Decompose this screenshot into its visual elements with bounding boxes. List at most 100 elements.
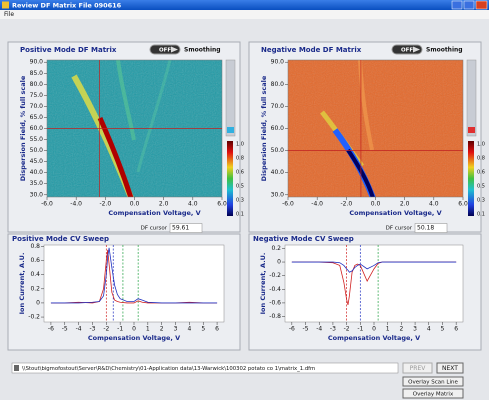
overlay-scan-button[interactable] bbox=[402, 376, 464, 387]
x-tick-label: 4 bbox=[427, 326, 431, 333]
x-tick-label: -1 bbox=[357, 326, 363, 333]
x-tick-label: -1 bbox=[117, 326, 123, 333]
x-axis-label: Compensation Voltage, V bbox=[88, 334, 180, 342]
x-tick-label: 2 bbox=[399, 326, 403, 333]
x-tick-label: -5 bbox=[62, 326, 68, 333]
x-tick-label: 3 bbox=[413, 326, 417, 333]
y-tick-label: 0 bbox=[277, 259, 281, 266]
y-tick-label: -0.8 bbox=[269, 313, 281, 320]
x-tick-label: -6 bbox=[48, 326, 54, 333]
prev-label: PREV bbox=[410, 365, 427, 372]
y-tick-label: 0.8 bbox=[30, 243, 40, 250]
overlay-matrix-label: Overlay Matrix bbox=[413, 391, 454, 397]
next-button[interactable] bbox=[436, 362, 464, 374]
minimize-button[interactable] bbox=[451, 0, 463, 10]
y-tick-label: 0.6 bbox=[30, 257, 40, 264]
y-tick-label: -0.2 bbox=[28, 314, 40, 321]
x-tick-label: 1 bbox=[386, 326, 390, 333]
slider-thumb[interactable] bbox=[468, 127, 475, 133]
x-tick-label: 0 bbox=[132, 326, 136, 333]
close-button[interactable] bbox=[475, 0, 488, 10]
y-tick-label: 30.0 bbox=[271, 191, 285, 198]
x-tick-label: -6 bbox=[289, 326, 295, 333]
y-tick-label: 70.0 bbox=[30, 103, 44, 110]
toggle-arrow bbox=[413, 46, 420, 53]
panel-title: Positive Mode CV Sweep bbox=[12, 235, 109, 243]
y-tick-label: 80.0 bbox=[271, 81, 285, 88]
x-tick-label: -2 bbox=[103, 326, 109, 333]
y-tick-label: 70.0 bbox=[271, 103, 285, 110]
toggle-arrow bbox=[171, 46, 178, 53]
x-tick-label: 0.0 bbox=[130, 201, 140, 208]
color-scale-label: 1.0 bbox=[236, 142, 244, 148]
y-tick-label: -0.2 bbox=[269, 272, 281, 279]
color-scale-label: 0.6 bbox=[236, 170, 244, 176]
plot-area bbox=[43, 244, 225, 323]
x-tick-label: 2 bbox=[160, 326, 164, 333]
color-scale-label: 0.3 bbox=[236, 198, 244, 204]
color-scale-label: 0.6 bbox=[477, 170, 485, 176]
y-tick-label: 30.0 bbox=[30, 191, 44, 198]
x-tick-label: 0 bbox=[372, 326, 376, 333]
y-tick-label: 50.0 bbox=[30, 147, 44, 154]
y-axis-label: Dispersion Field, % full scale bbox=[19, 75, 27, 181]
color-scale-label: 0.1 bbox=[477, 212, 485, 218]
x-tick-label: 5 bbox=[441, 326, 445, 333]
x-tick-label: 1 bbox=[146, 326, 150, 333]
color-scale bbox=[468, 141, 474, 216]
slider[interactable] bbox=[225, 59, 236, 137]
y-axis-label: Ion Current, A.U. bbox=[18, 253, 26, 315]
file-path: \\Stout\bigmofostout\Server\R&D\Chemistr… bbox=[22, 366, 315, 372]
x-axis-label: Compensation Voltage, V bbox=[328, 334, 420, 342]
window-title: Review DF Matrix File 090616 bbox=[12, 2, 122, 10]
y-tick-label: 85.0 bbox=[30, 70, 44, 77]
x-tick-label: -6.0 bbox=[41, 201, 53, 208]
y-tick-label: 60.0 bbox=[271, 125, 285, 132]
sweep-line bbox=[50, 247, 218, 304]
path-field[interactable] bbox=[11, 362, 399, 374]
color-scale-label: 0.1 bbox=[236, 212, 244, 218]
y-axis-label: Ion Current, A.U. bbox=[259, 253, 267, 315]
x-tick-label: 6 bbox=[454, 326, 458, 333]
path-icon bbox=[14, 365, 19, 371]
x-axis-label: Compensation Voltage, V bbox=[349, 209, 441, 217]
color-scale-label: 0.8 bbox=[477, 156, 485, 162]
x-tick-label: -4 bbox=[76, 326, 82, 333]
overlay-matrix-button[interactable] bbox=[402, 388, 464, 399]
title-bar bbox=[0, 0, 489, 10]
overlay-scan-label: Overlay Scan Line bbox=[408, 379, 458, 385]
y-tick-label: 90.0 bbox=[30, 59, 44, 66]
toggle-label: Smoothing bbox=[184, 47, 221, 54]
x-tick-label: 6 bbox=[215, 326, 219, 333]
y-tick-label: 80.0 bbox=[30, 81, 44, 88]
color-scale-label: 1.0 bbox=[477, 142, 485, 148]
x-tick-label: -6.0 bbox=[282, 201, 294, 208]
prev-button[interactable] bbox=[402, 362, 433, 374]
x-tick-label: 4 bbox=[187, 326, 191, 333]
slider[interactable] bbox=[466, 59, 477, 137]
x-tick-label: 5 bbox=[201, 326, 205, 333]
color-scale-label: 0.3 bbox=[477, 198, 485, 204]
df-cursor-input[interactable] bbox=[414, 223, 448, 233]
x-tick-label: 0.0 bbox=[371, 201, 381, 208]
y-tick-label: 65.0 bbox=[30, 114, 44, 121]
df-cursor-input[interactable] bbox=[169, 223, 203, 233]
y-tick-label: 0.4 bbox=[30, 271, 40, 278]
app-icon bbox=[2, 1, 9, 9]
y-tick-label: 0 bbox=[36, 299, 40, 306]
y-axis-label: Dispersion Field, % full scale bbox=[260, 75, 268, 181]
x-tick-label: 3 bbox=[174, 326, 178, 333]
y-tick-label: 50.0 bbox=[271, 147, 285, 154]
toggle-label: Smoothing bbox=[426, 47, 463, 54]
y-tick-label: 0.2 bbox=[271, 245, 281, 252]
menu-file[interactable]: File bbox=[4, 11, 14, 18]
maximize-button[interactable] bbox=[463, 0, 475, 10]
panel-title: Negative Mode DF Matrix bbox=[261, 46, 362, 54]
y-tick-label: 55.0 bbox=[30, 136, 44, 143]
x-tick-label: 2.0 bbox=[159, 201, 169, 208]
x-tick-label: -2 bbox=[344, 326, 350, 333]
sweep-line bbox=[291, 261, 457, 273]
slider-thumb[interactable] bbox=[227, 127, 234, 133]
x-tick-label: -2.0 bbox=[99, 201, 111, 208]
